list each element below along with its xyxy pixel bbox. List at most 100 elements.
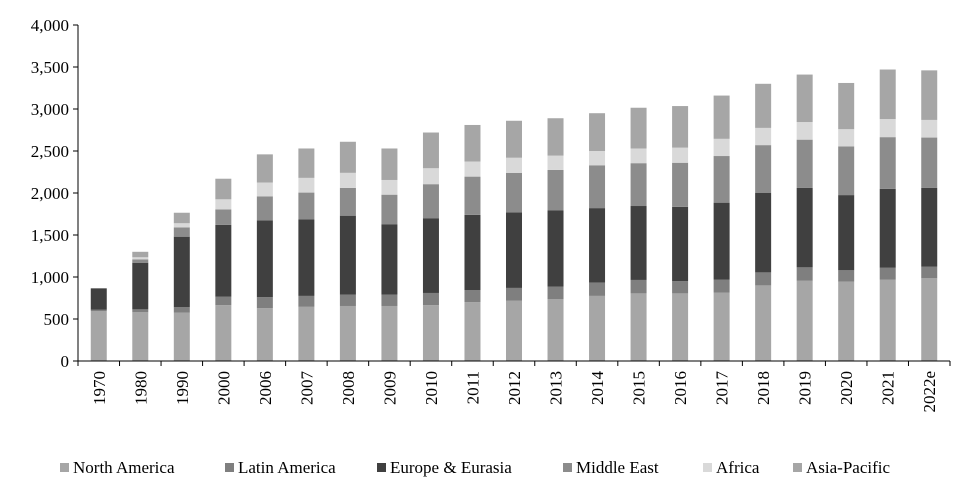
- bar-segment: [589, 295, 606, 361]
- bar-segment: [464, 290, 481, 303]
- x-tick-label: 1980: [131, 371, 150, 405]
- bar-segment: [381, 305, 398, 361]
- bar-segment: [215, 224, 232, 297]
- x-tick-label: 2018: [754, 371, 773, 405]
- bar-segment: [256, 220, 273, 298]
- legend: North America Latin America Europe & Euras…: [60, 458, 890, 477]
- bar-segment: [879, 267, 896, 280]
- x-tick-label: 2000: [214, 371, 233, 405]
- x-tick-label: 1970: [90, 371, 109, 405]
- bar-segment: [713, 292, 730, 361]
- bar-segment: [90, 311, 107, 361]
- bar-segment: [256, 182, 273, 197]
- bar-segment: [921, 137, 938, 188]
- bar-segment: [173, 307, 190, 313]
- bar-segment: [547, 299, 564, 361]
- x-tick-label: 2014: [588, 371, 607, 406]
- bar-segment: [547, 286, 564, 300]
- bar-segment: [630, 107, 647, 149]
- y-tick-label: 3,000: [31, 100, 69, 119]
- bar-segment: [132, 309, 149, 313]
- bar-segment: [713, 138, 730, 157]
- x-tick-label: 2015: [630, 371, 649, 405]
- bar-segment: [256, 297, 273, 309]
- bar-segment: [256, 154, 273, 183]
- bar-segment: [173, 236, 190, 308]
- bar-area: [90, 69, 938, 361]
- x-tick-label: 2006: [256, 371, 275, 405]
- bar-segment: [298, 177, 315, 193]
- bar-segment: [298, 295, 315, 307]
- bar-segment: [589, 165, 606, 209]
- bar-segment: [755, 285, 772, 361]
- bar-segment: [630, 148, 647, 164]
- bar-segment: [506, 120, 522, 158]
- bar-segment: [713, 95, 730, 139]
- bar-segment: [132, 257, 149, 260]
- bar-segment: [381, 148, 398, 180]
- bar-segment: [796, 187, 813, 268]
- bar-segment: [713, 279, 730, 293]
- bar-segment: [796, 122, 813, 140]
- bar-segment: [298, 148, 315, 178]
- bar-segment: [589, 282, 606, 296]
- legend-swatch: [563, 463, 572, 472]
- bar-segment: [173, 223, 190, 228]
- legend-swatch: [793, 463, 802, 472]
- bar-segment: [132, 312, 149, 361]
- bar-segment: [506, 172, 522, 213]
- x-tick-label: 2008: [339, 371, 358, 405]
- bar-segment: [422, 218, 439, 293]
- bar-segment: [464, 214, 481, 291]
- bar-segment: [755, 145, 772, 193]
- x-tick-label: 2016: [671, 371, 690, 405]
- bar-segment: [547, 155, 564, 170]
- bar-segment: [215, 209, 232, 225]
- bar-segment: [547, 118, 564, 156]
- bar-segment: [630, 293, 647, 361]
- bar-segment: [464, 124, 481, 162]
- legend-swatch: [60, 463, 69, 472]
- x-tick-label: 2011: [463, 371, 482, 404]
- bar-segment: [796, 139, 813, 188]
- bar-segment: [298, 306, 315, 361]
- bar-segment: [796, 74, 813, 123]
- bar-segment: [215, 199, 232, 210]
- bar-segment: [630, 206, 647, 280]
- bar-segment: [547, 169, 564, 211]
- bar-segment: [422, 305, 439, 361]
- bar-segment: [90, 309, 107, 312]
- bar-segment: [132, 251, 149, 258]
- bar-segment: [755, 127, 772, 146]
- bar-segment: [713, 156, 730, 203]
- bar-segment: [339, 141, 356, 173]
- y-tick-label: 2,500: [31, 142, 69, 161]
- bar-segment: [422, 168, 439, 185]
- bar-segment: [589, 208, 606, 283]
- x-tick-label: 2010: [422, 371, 441, 405]
- bar-segment: [796, 267, 813, 281]
- y-tick-label: 1,500: [31, 226, 69, 245]
- x-tick-label: 2007: [297, 371, 316, 406]
- bar-segment: [879, 119, 896, 138]
- bar-segment: [921, 187, 938, 267]
- y-tick-label: 1,000: [31, 268, 69, 287]
- bar-segment: [215, 305, 232, 361]
- bar-segment: [838, 270, 855, 282]
- legend-label: Europe & Eurasia: [390, 458, 512, 477]
- bar-segment: [90, 288, 107, 310]
- bar-segment: [506, 157, 522, 173]
- bar-segment: [672, 293, 689, 361]
- bar-segment: [879, 279, 896, 361]
- bar-segment: [879, 69, 896, 120]
- bar-segment: [838, 195, 855, 271]
- bar-segment: [630, 163, 647, 207]
- y-tick-label: 500: [44, 310, 70, 329]
- bar-segment: [755, 83, 772, 128]
- x-tick-label: 2013: [547, 371, 566, 405]
- bar-segment: [464, 176, 481, 215]
- x-tick-label: 2009: [380, 371, 399, 405]
- bar-segment: [672, 281, 689, 294]
- x-tick-label: 2022e: [920, 371, 939, 413]
